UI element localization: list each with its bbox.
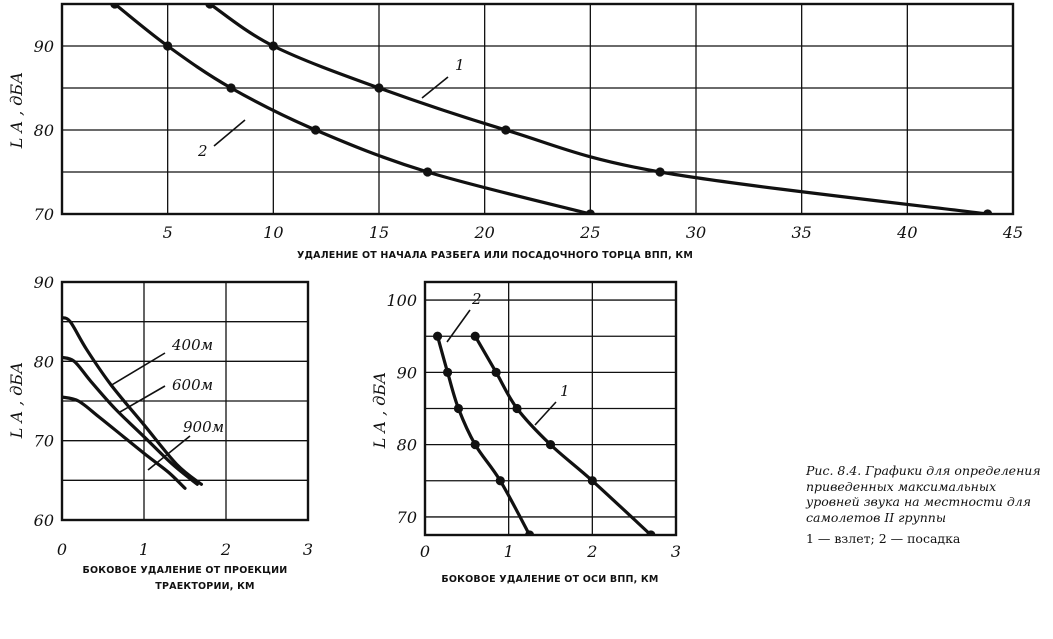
x-tick-label: 5 — [163, 223, 173, 242]
x-tick-label: 3 — [671, 542, 681, 561]
data-point — [983, 209, 993, 214]
series-1 — [470, 331, 656, 535]
series-1 — [205, 4, 993, 214]
leader-line — [534, 401, 557, 426]
series-line — [473, 334, 653, 535]
grid — [425, 282, 676, 535]
series-label: 900м — [183, 418, 224, 436]
series-600м — [62, 355, 199, 486]
series-2 — [432, 331, 535, 535]
series-label: 1 — [560, 382, 570, 400]
series-900м — [62, 395, 187, 490]
x-tick-label: 10 — [263, 223, 283, 242]
x-tick-label: 20 — [473, 223, 494, 242]
plot-frame — [423, 280, 678, 537]
data-point — [432, 331, 443, 341]
data-point — [423, 167, 433, 177]
caption-legend: 1 — взлет; 2 — посадка — [806, 531, 961, 546]
x-tick-label: 2 — [220, 540, 231, 559]
y-tick-label: 90 — [34, 273, 54, 292]
x-tick-label: 35 — [791, 223, 811, 242]
x-tick-label: 0 — [57, 540, 67, 559]
leader-line — [213, 119, 246, 147]
series-line — [208, 4, 990, 214]
y-tick-label: 70 — [34, 432, 54, 451]
leader-line — [109, 352, 166, 387]
data-point — [585, 209, 595, 214]
grid — [62, 282, 308, 520]
y-tick-label: 90 — [34, 37, 54, 56]
series-label: 400м — [171, 336, 213, 354]
data-point — [205, 4, 215, 9]
data-point — [655, 167, 665, 177]
data-point — [524, 530, 535, 535]
x-tick-label: 45 — [1002, 223, 1023, 242]
chart-distance-from-runway: 5 10 15 20 25 30 35 40 45 70 80 90 L A , дБА УДАЛЕНИЕ… — [7, 2, 1023, 261]
leader-line — [147, 435, 191, 471]
x-axis-label-line1: БОКОВОЕ УДАЛЕНИЕ ОТ ПРОЕКЦИИ — [83, 565, 288, 576]
data-point — [268, 41, 278, 51]
x-tick-label: 40 — [896, 223, 917, 242]
series-label: 1 — [455, 56, 465, 74]
y-axis-label: L A , дБА — [7, 72, 26, 150]
y-tick-label: 80 — [34, 352, 54, 371]
data-point — [163, 41, 173, 51]
leader-line — [421, 76, 449, 99]
data-point — [110, 4, 120, 9]
chart-lateral-from-trajectory: 0 1 2 3 60 70 80 90 L A , дБА БОКОВОЕ УДАЛЕНИЕ ОТ… — [7, 273, 313, 592]
series-line — [435, 334, 532, 535]
y-tick-label: 100 — [386, 291, 417, 310]
caption-text: Рис. 8.4. Графики для определения привед… — [806, 463, 1041, 525]
x-tick-label: 1 — [504, 542, 514, 561]
data-point — [453, 403, 464, 414]
y-tick-label: 60 — [34, 511, 54, 530]
series-label: 600м — [172, 376, 213, 394]
data-point — [512, 403, 522, 414]
series-line — [62, 395, 187, 490]
data-point — [442, 367, 453, 377]
data-point — [495, 476, 505, 486]
plot-frame — [60, 280, 310, 522]
y-tick-label: 80 — [397, 436, 417, 455]
y-tick-label: 80 — [34, 121, 54, 140]
y-tick-label: 70 — [397, 508, 417, 527]
data-point — [545, 440, 556, 450]
leader-line — [119, 385, 166, 413]
series-2 — [110, 4, 595, 214]
x-axis-label: БОКОВОЕ УДАЛЕНИЕ ОТ ОСИ ВПП, КМ — [441, 574, 658, 585]
y-axis-label: L A , дБА — [7, 362, 26, 440]
series-label: 2 — [471, 290, 482, 308]
x-tick-label: 25 — [579, 223, 600, 242]
data-point — [646, 530, 656, 535]
data-point — [470, 331, 480, 341]
x-tick-label: 15 — [369, 223, 389, 242]
leader-line — [446, 309, 471, 343]
x-tick-label: 0 — [420, 542, 430, 561]
data-point — [587, 476, 597, 486]
data-point — [311, 125, 321, 135]
data-point — [374, 83, 384, 93]
series-line — [113, 4, 592, 214]
data-point — [226, 83, 236, 93]
y-tick-label: 90 — [397, 363, 417, 382]
y-tick-label: 70 — [34, 205, 54, 224]
chart-lateral-from-runway-axis: 0 1 2 3 70 80 90 100 L A , дБА БОКОВОЕ УДАЛЕНИЕ О… — [370, 280, 681, 585]
x-tick-label: 1 — [139, 540, 149, 559]
grid — [62, 4, 1013, 214]
series-label: 2 — [197, 142, 208, 160]
x-tick-label: 30 — [686, 223, 706, 242]
y-axis-label: L A , дБА — [370, 372, 389, 450]
figure-caption: Рис. 8.4. Графики для определения привед… — [806, 463, 1046, 547]
x-axis-label: УДАЛЕНИЕ ОТ НАЧАЛА РАЗБЕГА ИЛИ ПОСАДОЧНО… — [297, 250, 693, 261]
plot-frame — [60, 2, 1015, 216]
data-point — [501, 125, 511, 135]
x-axis-label-line2: ТРАЕКТОРИИ, КМ — [155, 581, 254, 592]
x-tick-label: 2 — [586, 542, 597, 561]
x-tick-label: 3 — [303, 540, 313, 559]
data-point — [491, 367, 501, 377]
series-line — [62, 355, 199, 486]
data-point — [470, 440, 480, 450]
